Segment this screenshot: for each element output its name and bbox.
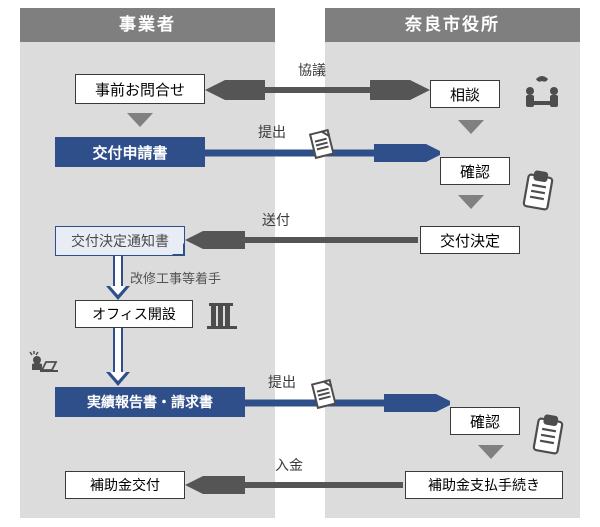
node-check2-label: 確認 [470, 411, 500, 432]
node-payment: 補助金支払手続き [405, 471, 563, 499]
node-report-label: 実績報告書・請求書 [87, 392, 213, 412]
arrow-left-dark [185, 476, 405, 494]
chevron-down-icon [478, 445, 504, 461]
node-decision-label: 交付決定 [440, 230, 500, 251]
arrow-left-dark [185, 231, 420, 249]
clipboard-icon [518, 170, 558, 214]
meeting-icon [520, 75, 564, 113]
left-column-header: 事業者 [20, 8, 275, 42]
clipboard-icon [528, 414, 568, 458]
node-preinquiry: 事前お問合せ [75, 74, 205, 104]
side-label-construction: 改修工事等着手 [130, 268, 221, 287]
node-check2: 確認 [450, 407, 520, 435]
arrow-right-blue [245, 394, 450, 412]
arrow-double [205, 80, 430, 100]
node-consult: 相談 [430, 80, 500, 108]
node-notice-label: 交付決定通知書 [71, 231, 169, 251]
node-consult-label: 相談 [450, 84, 480, 105]
document-icon [305, 128, 339, 162]
node-report: 実績報告書・請求書 [55, 387, 245, 417]
edge-label-submit1: 提出 [258, 122, 286, 142]
node-grant-label: 補助金交付 [90, 475, 160, 495]
right-column-header: 奈良市役所 [325, 8, 580, 42]
right-column-title: 奈良市役所 [405, 15, 500, 34]
node-preinquiry-label: 事前お問合せ [95, 79, 185, 100]
node-notice: 交付決定通知書 [55, 226, 185, 256]
edge-label-send: 送付 [262, 210, 290, 230]
node-payment-label: 補助金支払手続き [428, 475, 540, 495]
hollow-down-arrow [108, 256, 128, 300]
chevron-down-icon [458, 120, 484, 136]
node-decision: 交付決定 [420, 226, 520, 254]
chevron-down-icon [127, 113, 153, 129]
person-laptop-icon [24, 350, 64, 386]
building-icon [205, 300, 239, 330]
left-column-title: 事業者 [119, 15, 176, 34]
node-office-open: オフィス開設 [75, 300, 193, 328]
node-check1: 確認 [440, 157, 510, 185]
edge-label-submit2: 提出 [268, 372, 296, 392]
edge-label-kyougi: 協議 [298, 60, 326, 80]
edge-label-payment: 入金 [275, 455, 303, 475]
chevron-down-icon [458, 195, 484, 211]
node-application: 交付申請書 [55, 137, 205, 167]
node-application-label: 交付申請書 [92, 142, 167, 163]
node-check1-label: 確認 [460, 161, 490, 182]
hollow-down-arrow [108, 328, 128, 386]
page-fold-icon [171, 242, 185, 256]
node-office-open-label: オフィス開設 [92, 304, 176, 324]
document-icon [307, 378, 341, 412]
node-grant: 補助金交付 [65, 471, 185, 499]
